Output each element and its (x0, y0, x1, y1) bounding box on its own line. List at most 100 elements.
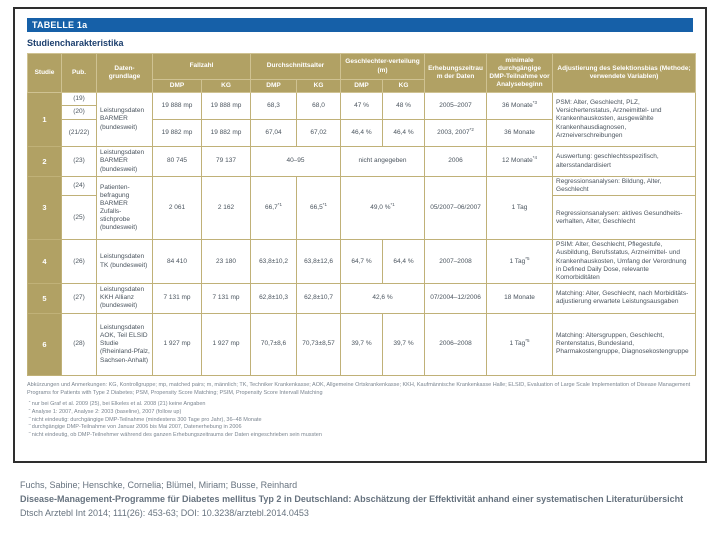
dauer-value: 36 Monate (502, 101, 533, 109)
datengrundlage-cell: Leistungsdaten BARMER (bundesweit) (96, 146, 153, 177)
col-header-erhebungszeitraum: Erhebungszeitraum der Daten (424, 53, 488, 93)
fallzahl-dmp-cell: 2 061 (152, 175, 202, 241)
alter-kg-cell: 63,8±12,6 (296, 239, 341, 284)
footnote-text: Analyse 1: 2007, Analyse 2: 2003 (baseli… (31, 408, 182, 415)
footnote-text: durchgängige DMP-Teilnahme von Januar 20… (31, 424, 242, 431)
fallzahl-kg-cell: 7 131 mp (201, 282, 251, 314)
footnote-marker: *1 (322, 201, 327, 207)
fallzahl-kg-cell: 2 162 (201, 175, 251, 241)
studie-cell: 5 (27, 282, 62, 314)
studie-cell: 1 (27, 92, 62, 147)
subheader-fallzahl-dmp: DMP (152, 79, 202, 93)
studie-cell: 4 (27, 239, 62, 284)
table-row: 5 (27) Leistungsdaten KKH Allianz (bunde… (27, 282, 697, 314)
geschlecht-kg-cell: 46,4 % (381, 119, 426, 147)
citation-source: Dtsch Arztebl Int 2014; 111(26): 453-63;… (20, 507, 309, 518)
zeitraum-cell: 07/2004–12/2006 (424, 282, 488, 314)
footnote-text: nicht eindeutig: durchgängige DMP-Teilna… (31, 416, 262, 423)
adjustierung-cell: PSM: Alter, Geschlecht, PLZ, Versicherte… (552, 92, 697, 147)
footnotes-block: Abkürzungen und Anmerkungen: KG, Kontrol… (27, 382, 693, 440)
footnote-text: nur bei Graf et al. 2009 (25), bei Elkel… (31, 401, 206, 408)
geschlecht-kg-cell: 48 % (381, 92, 426, 120)
col-header-studie: Studie (27, 53, 62, 93)
fallzahl-dmp-cell: 1 927 mp (152, 312, 202, 376)
zeitraum-cell: 2005–2007 (424, 92, 488, 120)
footnote-marker: *5 (525, 338, 530, 344)
alter-kg-cell: 70,73±8,57 (296, 312, 341, 376)
geschlecht-kg-cell: 39,7 % (381, 312, 426, 376)
geschlecht-value: 49,0 % (370, 204, 391, 212)
geschlecht-kg-cell: 64,4 % (381, 239, 426, 284)
dauer-cell: 12 Monate*4 (486, 146, 554, 177)
zeitraum-value: 2003, 2007 (437, 128, 470, 136)
footnote-marker: *4 (27, 424, 31, 426)
col-header-fallzahl: Fallzahl (152, 53, 251, 80)
datengrundlage-cell: Leistungsdaten KKH Allianz (bundesweit) (96, 282, 153, 314)
subheader-geschlecht-kg: KG (381, 79, 426, 93)
adjustierung-cell: PSIM: Alter, Geschlecht, Pflegestufe, Au… (552, 239, 697, 284)
zeitraum-cell: 2006–2008 (424, 312, 488, 376)
abbreviations-text: Abkürzungen und Anmerkungen: KG, Kontrol… (27, 381, 691, 396)
fallzahl-kg-cell: 19 888 mp (201, 92, 251, 120)
col-header-minimale-teilnahme: minimale durchgängige DMP-Teilnahme vor … (486, 53, 554, 93)
geschlecht-dmp-cell: 46,4 % (340, 119, 383, 147)
fallzahl-dmp-cell: 19 882 mp (152, 119, 202, 147)
pub-cell: (23) (61, 146, 97, 177)
datengrundlage-cell: Leistungsdaten AOK, Teil ELSID Studie (R… (96, 312, 153, 376)
table-row: 3 (24) Patienten-befragung BARMER Zufall… (27, 175, 697, 241)
pub-cell: (19) (61, 92, 97, 106)
dauer-value: 1 Tag (509, 257, 526, 265)
dauer-cell: 18 Monate (486, 282, 554, 314)
col-header-geschlechterverteilung: Geschlechter-verteilung (m) (339, 53, 426, 80)
table-row: (25) Regressionsanalysen: aktives Gesund… (28, 195, 697, 241)
footnote-marker: *1 (390, 201, 395, 207)
adjustierung-cell: Regressionsanalysen: aktives Gesundheits… (552, 195, 697, 241)
studie-cell: 2 (27, 146, 62, 177)
alter-cell: 40–95 (250, 146, 341, 177)
zeitraum-cell: 05/2007–06/2007 (424, 175, 488, 241)
studie-cell: 6 (27, 312, 62, 376)
footnote-text: nicht eindeutig, ob DMP-Teilnehmer währe… (31, 432, 322, 438)
fallzahl-dmp-cell: 19 888 mp (152, 92, 202, 120)
footnote-marker: *5 (525, 255, 530, 261)
pub-cell: (26) (61, 239, 97, 284)
dauer-cell: 1 Tag*5 (486, 239, 554, 284)
header-row-1: Studie Pub. Daten-grundlage Fallzahl Dur… (27, 53, 697, 93)
studie-cell: 3 (27, 175, 62, 241)
alter-dmp-cell: 63,8±10,2 (250, 239, 297, 284)
footnote-line: *3nicht eindeutig: durchgängige DMP-Teil… (27, 417, 693, 425)
dauer-value: 12 Monate (502, 157, 533, 165)
table-row: 1 (19) Leistungsdaten BARMER (bundesweit… (27, 92, 697, 147)
dauer-value: 1 Tag (509, 340, 526, 348)
fallzahl-dmp-cell: 84 410 (152, 239, 202, 284)
dauer-cell: 36 Monate (486, 119, 554, 147)
footnote-marker: *2 (469, 126, 474, 132)
fallzahl-kg-cell: 1 927 mp (201, 312, 251, 376)
alter-kg-cell: 66,5*1 (296, 175, 341, 241)
footnote-marker: *5 (27, 432, 31, 434)
alter-dmp-cell: 68,3 (250, 92, 297, 120)
datengrundlage-cell: Leistungsdaten BARMER (bundesweit) (96, 92, 153, 147)
alter-dmp-cell: 62,8±10,3 (250, 282, 297, 314)
pub-cell: (28) (61, 312, 97, 376)
geschlecht-cell: 42,6 % (339, 282, 426, 314)
subheader-alter-dmp: DMP (250, 79, 297, 93)
fallzahl-kg-cell: 19 882 mp (201, 119, 251, 147)
pub-cell: (25) (61, 195, 97, 241)
geschlecht-cell: 49,0 %*1 (339, 175, 426, 241)
citation-authors: Fuchs, Sabine; Henschke, Cornelia; Blüme… (20, 480, 298, 490)
table-row: 6 (28) Leistungsdaten AOK, Teil ELSID St… (27, 312, 697, 376)
fallzahl-kg-cell: 79 137 (201, 146, 251, 177)
subheader-geschlecht-dmp: DMP (340, 79, 383, 93)
footnote-marker: *2 (27, 409, 31, 411)
table-subtitle: Studiencharakteristika (27, 38, 124, 48)
pub-cell: (27) (61, 282, 97, 314)
footnote-marker: *4 (532, 155, 537, 161)
table-row: 2 (23) Leistungsdaten BARMER (bundesweit… (27, 146, 697, 177)
footnote-line: *1nur bei Graf et al. 2009 (25), bei Elk… (27, 401, 693, 409)
subheader-alter-kg: KG (296, 79, 341, 93)
footnote-marker: *3 (27, 417, 31, 419)
alter-kg-cell: 67,02 (296, 119, 341, 147)
datengrundlage-cell: Leistungsdaten TK (bundesweit) (96, 239, 153, 284)
alter-dmp-cell: 70,7±8,6 (250, 312, 297, 376)
